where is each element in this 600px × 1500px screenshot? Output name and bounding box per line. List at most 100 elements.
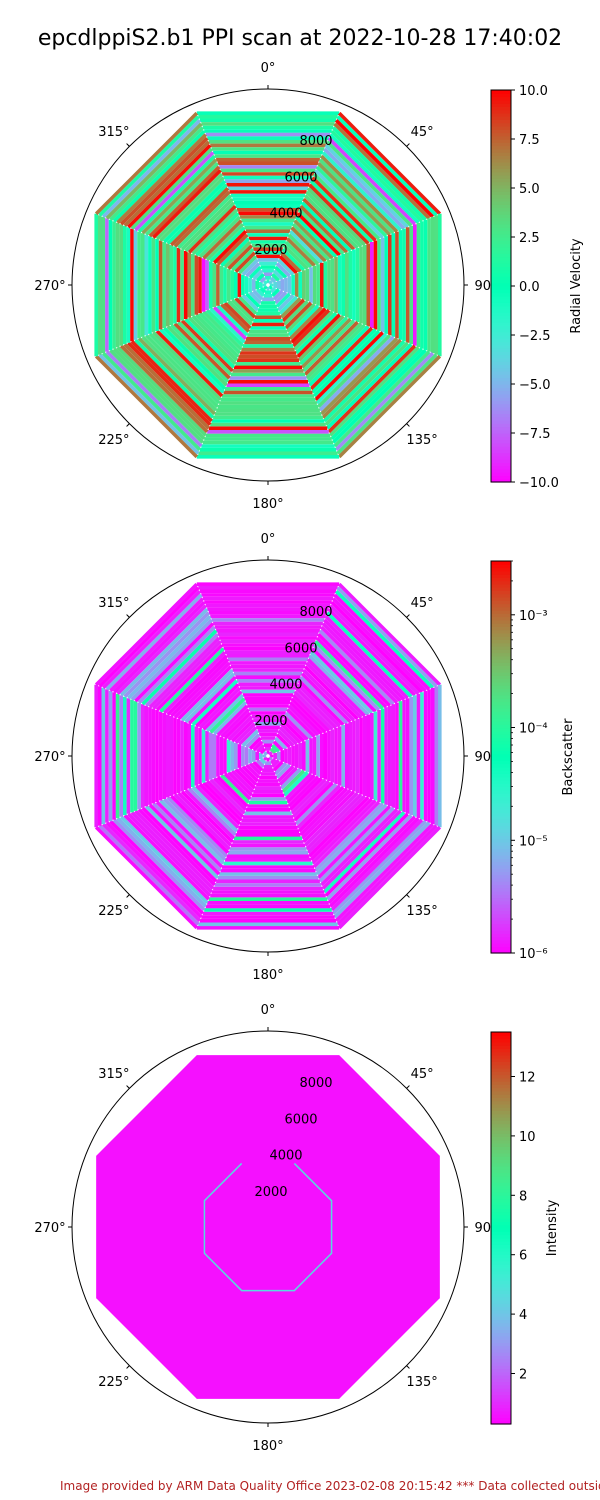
backscatter-segment — [263, 751, 268, 756]
backscatter-segment — [329, 604, 420, 695]
backscatter-segment — [280, 722, 302, 744]
radial-velocity-segment — [162, 179, 227, 244]
backscatter-segment — [283, 715, 309, 741]
radial-velocity-segment — [268, 285, 273, 290]
backscatter-segment — [177, 791, 233, 847]
backscatter-colorbar-band — [491, 730, 511, 735]
radial-velocity-colorbar-band — [491, 367, 511, 372]
backscatter-segment — [248, 762, 262, 776]
radial-velocity-colorbar-band — [491, 188, 511, 192]
radial-velocity-segment — [280, 251, 302, 273]
radial-velocity-segment — [256, 288, 265, 297]
intensity-colorbar-band — [491, 1165, 511, 1170]
backscatter-segment — [318, 806, 395, 883]
backscatter-segment — [141, 806, 218, 883]
radial-velocity-segment — [312, 329, 381, 398]
radial-velocity-segment — [230, 298, 255, 323]
backscatter-segment — [321, 809, 402, 890]
backscatter-segment — [119, 607, 209, 697]
backscatter-colorbar-band — [491, 841, 511, 846]
backscatter-segment — [148, 636, 221, 709]
intensity-colorbar-band — [491, 1322, 511, 1327]
radial-velocity-segment — [293, 219, 334, 260]
radial-velocity-colorbar-band — [491, 227, 511, 232]
backscatter-segment — [327, 815, 417, 905]
radial-velocity-segment — [334, 119, 434, 219]
radial-velocity-colorbar-band — [491, 354, 511, 359]
radial-velocity-colorbar-band — [491, 449, 511, 454]
radial-velocity-segment — [245, 292, 261, 308]
radial-velocity-segment — [98, 353, 200, 455]
backscatter-colorbar-band — [491, 845, 511, 850]
intensity-colorbar-band — [491, 1211, 511, 1216]
backscatter-radial-label: 8000 — [299, 605, 332, 620]
intensity-colorbar-band — [491, 1081, 511, 1085]
radial-velocity-segment — [130, 340, 213, 423]
backscatter-radial-label: 4000 — [269, 678, 302, 693]
radial-velocity-segment — [272, 269, 284, 281]
backscatter-segment — [223, 772, 252, 801]
radial-velocity-segment — [309, 179, 374, 244]
radial-velocity-colorbar-band — [491, 106, 511, 111]
backscatter-segment — [320, 808, 399, 887]
backscatter-colorbar-band — [491, 802, 511, 807]
backscatter-colorbar-band — [491, 936, 511, 941]
radial-velocity-segment — [177, 194, 233, 250]
intensity-colorbar-band — [491, 1335, 511, 1340]
radial-velocity-colorbar-band — [491, 370, 511, 375]
backscatter-segment — [134, 809, 215, 890]
radial-velocity-segment — [234, 251, 256, 273]
radial-velocity-colorbar-band — [491, 452, 511, 457]
backscatter-colorbar-band — [491, 939, 511, 944]
radial-velocity-segment — [245, 262, 261, 278]
radial-velocity-colorbar-band — [491, 406, 511, 411]
backscatter-segment — [173, 661, 231, 719]
intensity-colorbar-band — [491, 1250, 511, 1255]
intensity-colorbar-tick-label: 8 — [519, 1189, 527, 1204]
backscatter-segment — [269, 747, 277, 755]
radial-velocity-colorbar-band — [491, 400, 511, 405]
backscatter-segment — [281, 718, 306, 743]
radial-velocity-segment — [275, 292, 291, 308]
radial-velocity-colorbar-band — [491, 384, 511, 388]
radial-velocity-colorbar-band — [491, 348, 511, 352]
intensity-colorbar-band — [491, 1218, 511, 1223]
backscatter-segment — [299, 675, 349, 725]
backscatter-segment — [184, 672, 236, 724]
radial-velocity-colorbar-band — [491, 125, 511, 130]
radial-velocity-segment — [284, 301, 313, 330]
intensity-colorbar-tick-label: 12 — [519, 1071, 536, 1086]
radial-velocity-segment — [159, 328, 225, 394]
radial-velocity-colorbar: −10.0 −7.5 −5.0 −2.5 0.0 2.5 5.0 7.5 10.0 Radial … — [490, 84, 584, 491]
backscatter-segment — [116, 604, 207, 695]
backscatter-colorbar-band — [491, 923, 511, 928]
radial-velocity-segment — [286, 237, 316, 267]
backscatter-segment — [281, 769, 306, 794]
backscatter-segment — [252, 760, 264, 772]
radial-velocity-segment — [180, 319, 234, 373]
backscatter-colorbar-band — [491, 665, 511, 670]
backscatter-segment — [309, 650, 374, 715]
radial-velocity-segment — [216, 233, 249, 266]
radial-velocity-segment — [283, 300, 309, 326]
backscatter-segment — [94, 825, 199, 930]
backscatter-segment — [274, 736, 288, 750]
radial-velocity-colorbar-tick-label: 2.5 — [519, 231, 540, 246]
backscatter-segment — [102, 590, 202, 690]
intensity-colorbar-band — [491, 1348, 511, 1353]
radial-velocity-angle-tick — [126, 423, 130, 427]
intensity-colorbar-band — [491, 1319, 511, 1324]
radial-velocity-segment — [311, 328, 377, 394]
backscatter-colorbar-band — [491, 743, 511, 748]
intensity-colorbar-band — [491, 1051, 511, 1056]
intensity-colorbar: 2 4 6 8 10 12 Intensity — [490, 1031, 560, 1425]
radial-velocity-segment — [334, 351, 434, 451]
backscatter-segment — [166, 654, 228, 716]
backscatter-segment — [334, 590, 434, 690]
intensity-colorbar-band — [491, 1247, 511, 1252]
backscatter-colorbar-band — [491, 708, 511, 712]
backscatter-segment — [127, 615, 212, 700]
backscatter-colorbar-band — [491, 789, 511, 794]
backscatter-colorbar-tick-label: 10⁻³ — [519, 609, 548, 624]
backscatter-segment — [162, 650, 227, 715]
